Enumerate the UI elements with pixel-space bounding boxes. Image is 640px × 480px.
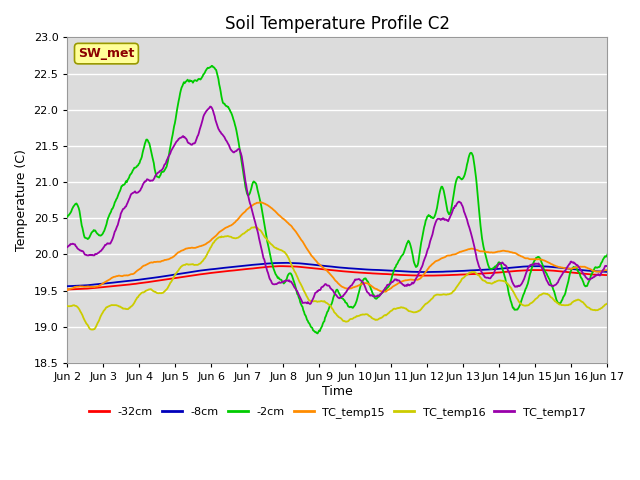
Title: Soil Temperature Profile C2: Soil Temperature Profile C2	[225, 15, 450, 33]
X-axis label: Time: Time	[322, 385, 353, 398]
Y-axis label: Temperature (C): Temperature (C)	[15, 149, 28, 251]
Text: SW_met: SW_met	[78, 47, 134, 60]
Legend: -32cm, -8cm, -2cm, TC_temp15, TC_temp16, TC_temp17: -32cm, -8cm, -2cm, TC_temp15, TC_temp16,…	[84, 403, 591, 422]
